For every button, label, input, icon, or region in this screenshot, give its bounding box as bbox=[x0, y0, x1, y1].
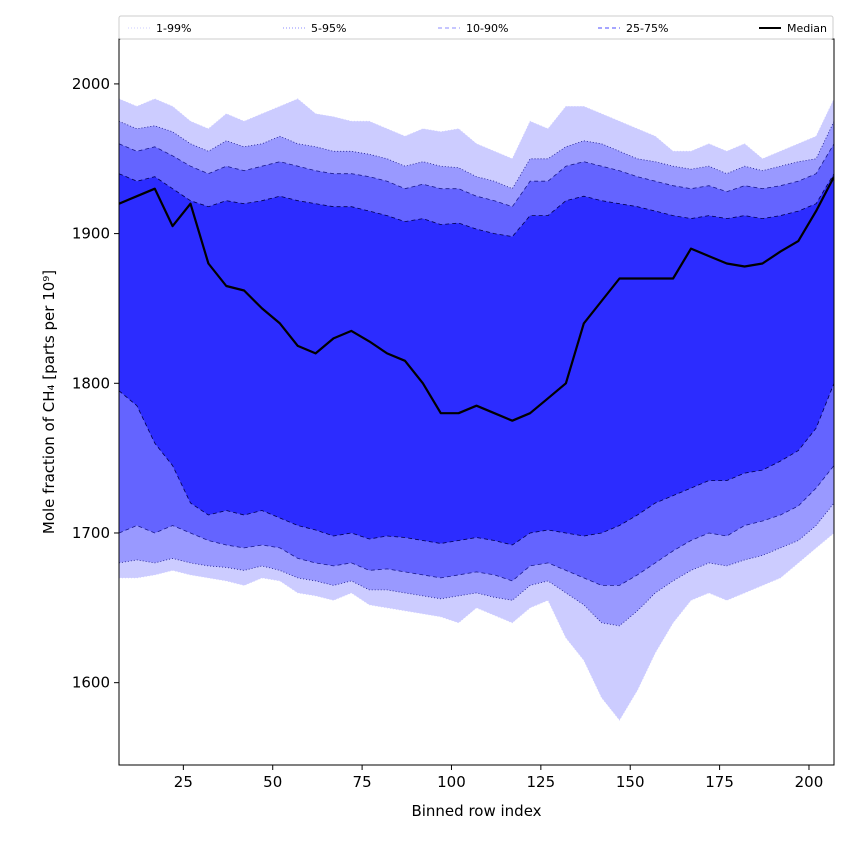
band-edge-5-95%-lower bbox=[119, 502, 834, 627]
band-edge-5-95%-upper bbox=[119, 120, 834, 190]
band-edge-10-90%-upper bbox=[119, 143, 834, 208]
y-axis-ticks: 1600 1700 1800 1900 2000 bbox=[72, 75, 119, 692]
band-25-75% bbox=[119, 173, 834, 545]
y-axis-title: Mole fraction of CH₄ [parts per 10⁹] bbox=[40, 270, 58, 534]
legend-label: 10-90% bbox=[466, 22, 508, 35]
band-edge-1-99%-lower bbox=[119, 532, 834, 721]
y-tick-label: 2000 bbox=[72, 75, 110, 93]
legend-label: 25-75% bbox=[626, 22, 668, 35]
y-tick-label: 1900 bbox=[72, 225, 110, 243]
x-axis-title: Binned row index bbox=[411, 802, 541, 820]
median-line bbox=[119, 176, 834, 422]
legend-label: 1-99% bbox=[156, 22, 191, 35]
x-tick-label: 25 bbox=[174, 773, 193, 791]
x-tick-label: 125 bbox=[527, 773, 556, 791]
x-tick-label: 175 bbox=[705, 773, 734, 791]
legend-box bbox=[118, 15, 834, 40]
legend-label: Median bbox=[787, 22, 827, 35]
percentile-bands bbox=[119, 98, 834, 721]
legend-label: 5-95% bbox=[311, 22, 346, 35]
legend: 1-99% 5-95% 10-90% 25-75% Median bbox=[118, 15, 834, 40]
band-edge-10-90%-lower bbox=[119, 465, 834, 586]
band-edge-25-75%-lower bbox=[119, 383, 834, 546]
x-tick-label: 200 bbox=[795, 773, 824, 791]
x-axis-ticks: 25 50 75 100 125 150 175 200 bbox=[174, 765, 823, 791]
y-tick-label: 1800 bbox=[72, 374, 110, 392]
x-tick-label: 50 bbox=[263, 773, 282, 791]
x-tick-label: 75 bbox=[353, 773, 372, 791]
band-edge-1-99%-upper bbox=[119, 98, 834, 160]
x-tick-label: 100 bbox=[437, 773, 466, 791]
band-edge-25-75%-upper bbox=[119, 173, 834, 238]
x-tick-label: 150 bbox=[616, 773, 645, 791]
y-tick-label: 1700 bbox=[72, 524, 110, 542]
median-layer bbox=[119, 176, 834, 422]
y-tick-label: 1600 bbox=[72, 674, 110, 692]
